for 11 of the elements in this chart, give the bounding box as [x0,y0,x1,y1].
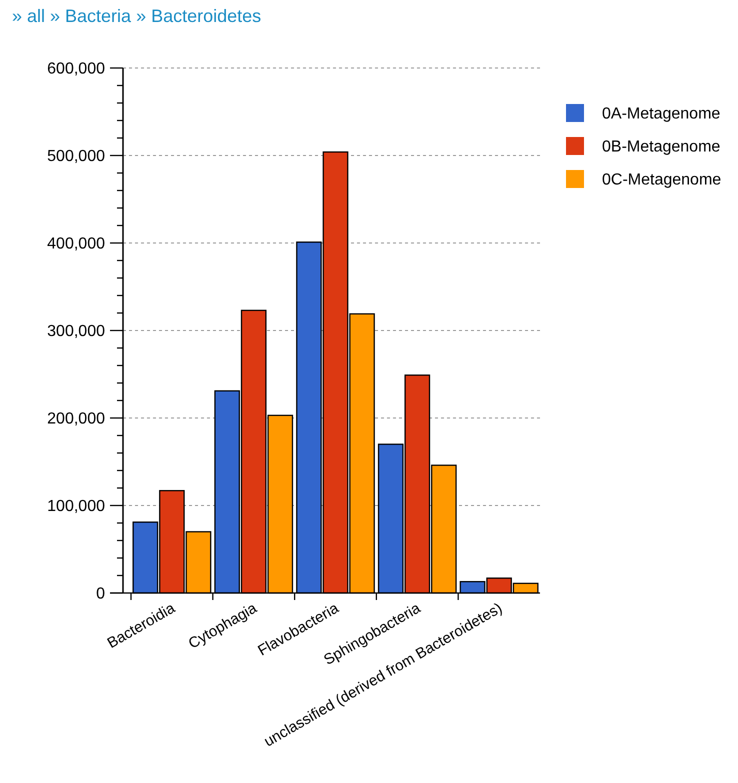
chart-title: » all » Bacteria » Bacteroidetes [12,6,262,26]
y-tick-label: 200,000 [47,410,106,428]
y-tick-label: 400,000 [47,236,106,253]
y-tick-label: 100,000 [47,498,106,516]
legend-label: 0B-Metagenome [602,138,720,156]
y-tick-label: 600,000 [47,60,106,78]
legend-label: 0C-Metagenome [602,172,722,189]
y-tick-label: 500,000 [47,148,106,166]
legend-label: 0A-Metagenome [602,106,720,123]
y-tick-label: 300,000 [47,323,106,340]
y-tick-label: 0 [96,586,106,603]
